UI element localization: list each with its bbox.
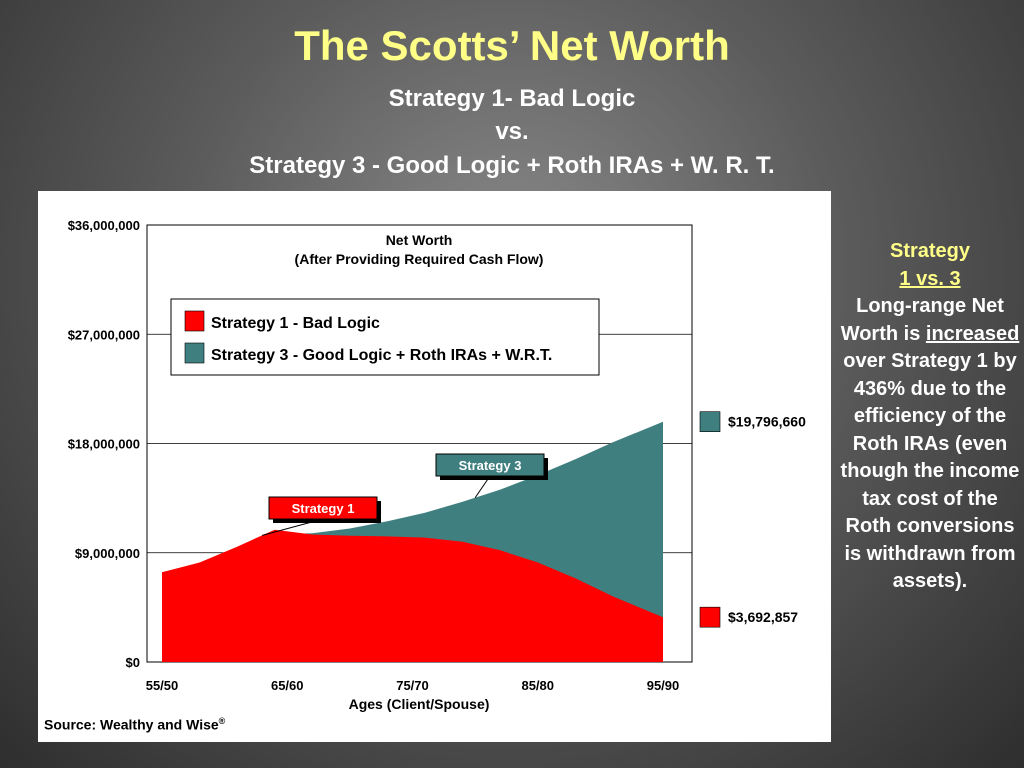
chart-title-line-1: Net Worth [386, 232, 453, 248]
source-note: Source: Wealthy and Wise® [44, 716, 225, 733]
x-tick-label: 85/80 [521, 678, 554, 693]
source-text: Source: Wealthy and Wise [44, 716, 219, 733]
subtitle-line-2: vs. [495, 118, 529, 145]
end-value-label: $3,692,857 [728, 609, 798, 625]
callout-label: Strategy 1 [292, 501, 355, 516]
y-tick-label: $36,000,000 [68, 218, 140, 233]
chart-title-line-2: (After Providing Required Cash Flow) [295, 251, 544, 267]
net-worth-chart: Net Worth (After Providing Required Cash… [68, 218, 806, 712]
legend-label-strategy1: Strategy 1 - Bad Logic [211, 315, 380, 332]
callout-box [435, 453, 545, 477]
y-tick-label: $0 [126, 655, 140, 670]
x-tick-label: 75/70 [396, 678, 429, 693]
area-strategy1 [162, 529, 663, 662]
legend-swatch-strategy1 [184, 310, 205, 332]
side-note-text-2: over Strategy 1 by 436% due to the effic… [840, 350, 1020, 592]
side-note-text-1: Long-range Net Worth is [840, 295, 1004, 345]
x-tick-label: 65/60 [271, 678, 304, 693]
x-tick-label: 95/90 [647, 678, 680, 693]
subtitle-line-3: Strategy 3 - Good Logic + Roth IRAs + W.… [249, 152, 775, 179]
side-note-heading-2: 1 vs. 3 [899, 267, 961, 290]
y-tick-label: $18,000,000 [68, 437, 140, 452]
slide-title: The Scotts’ Net Worth [294, 22, 730, 69]
end-value-swatch [699, 606, 721, 628]
y-tick-label: $9,000,000 [75, 546, 140, 561]
end-value-swatch [699, 411, 721, 432]
legend-label-strategy3: Strategy 3 - Good Logic + Roth IRAs + W.… [211, 347, 552, 364]
registered-mark: ® [218, 716, 226, 726]
legend: Strategy 1 - Bad Logic Strategy 3 - Good… [170, 298, 600, 376]
end-value-label: $19,796,660 [728, 414, 806, 430]
side-note-body: Long-range Net Worth is increased over S… [840, 293, 1020, 596]
legend-box [170, 298, 600, 376]
callout-box [268, 496, 378, 520]
side-note: Strategy 1 vs. 3 Long-range Net Worth is… [840, 238, 1020, 596]
side-note-heading-1: Strategy [889, 240, 971, 262]
legend-swatch-strategy3 [184, 342, 205, 364]
chart-panel: Net Worth (After Providing Required Cash… [38, 191, 831, 742]
subtitle-line-1: Strategy 1- Bad Logic [388, 85, 636, 112]
y-tick-label: $27,000,000 [68, 327, 140, 342]
side-note-emphasis: increased [925, 322, 1020, 345]
callout-label: Strategy 3 [459, 458, 522, 473]
x-axis-label: Ages (Client/Spouse) [349, 696, 490, 712]
x-tick-label: 55/50 [146, 678, 179, 693]
